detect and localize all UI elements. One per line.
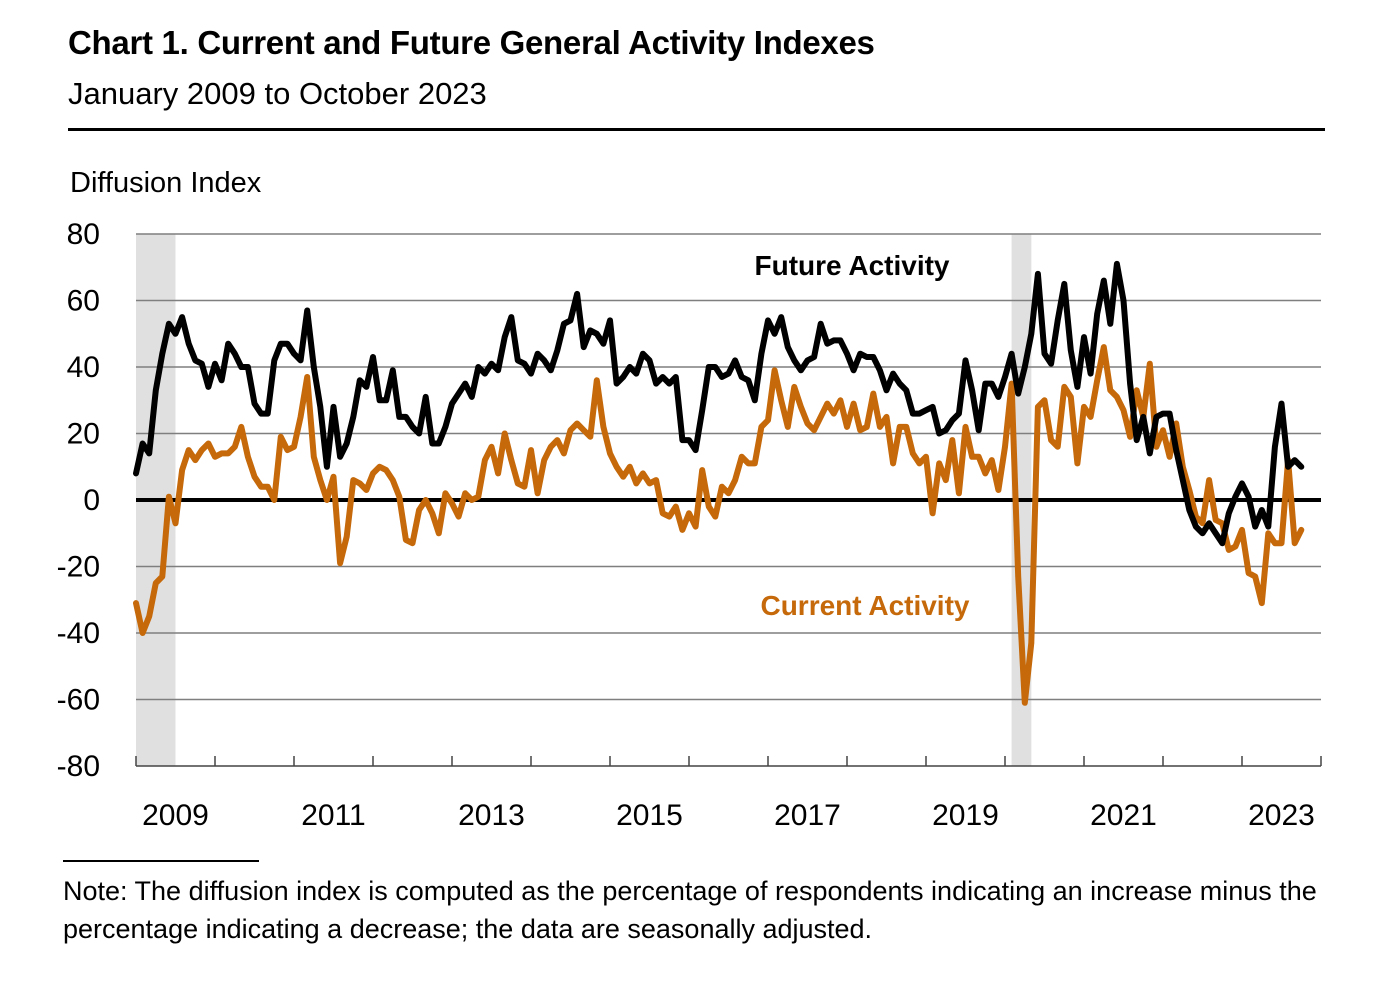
chart-title: Chart 1. Current and Future General Acti…: [68, 24, 875, 61]
x-tick-label: 2021: [1090, 799, 1157, 832]
gridlines-group: [136, 233, 1321, 767]
series-group: [133, 260, 1305, 706]
legend-label-current-activity: Current Activity: [760, 590, 969, 621]
y-tick-label: 0: [83, 484, 100, 517]
x-tick-label: 2009: [142, 799, 209, 832]
y-tick-label: -80: [57, 750, 100, 783]
y-tick-labels-group: 80 60 40 20 0 -20 -40 -60 -80: [57, 218, 100, 783]
y-tick-label: 60: [67, 285, 100, 318]
x-tick-label: 2017: [774, 799, 841, 832]
y-tick-label: -20: [57, 551, 100, 584]
series-line-future-activity: [133, 260, 1305, 547]
y-tick-label: -40: [57, 617, 100, 650]
x-tick-label: 2011: [301, 799, 366, 832]
y-tick-label: 40: [67, 351, 100, 384]
y-tick-label: -60: [57, 684, 100, 717]
x-tick-label: 2019: [932, 799, 999, 832]
series-line-current-activity: [133, 344, 1305, 706]
footnote: Note: The diffusion index is computed as…: [63, 876, 1317, 944]
legend-label-future-activity: Future Activity: [755, 250, 950, 281]
y-axis-title: Diffusion Index: [70, 167, 262, 199]
chart-subtitle: January 2009 to October 2023: [68, 76, 487, 111]
y-tick-label: 80: [67, 218, 100, 251]
x-tick-label: 2015: [616, 799, 683, 832]
title-divider: [68, 128, 1325, 131]
x-tick-label: 2023: [1248, 799, 1315, 832]
x-tick-label: 2013: [458, 799, 525, 832]
x-axis-group: 2009 2011 2013 2015 2017 2019 2021 2023: [135, 756, 1322, 832]
y-tick-label: 20: [67, 418, 100, 451]
footnote-divider: [63, 860, 259, 862]
